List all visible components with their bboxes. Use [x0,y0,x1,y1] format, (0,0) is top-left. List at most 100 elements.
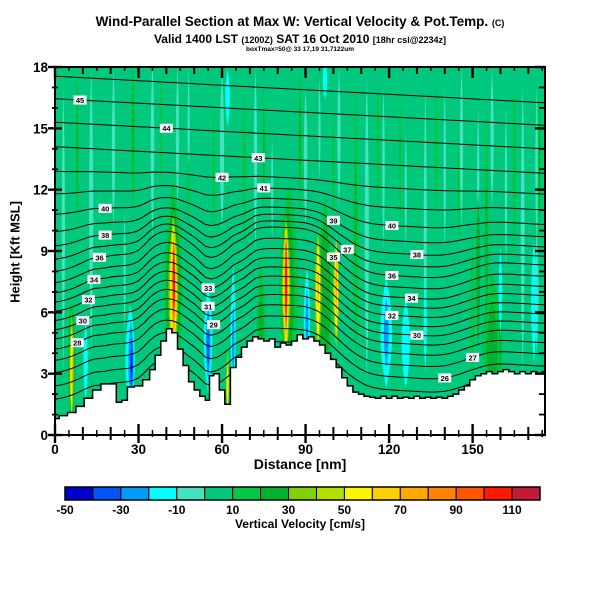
colorbar-tick-label: 90 [449,503,463,517]
velocity-fill-cell [404,128,407,251]
x-axis-title: Distance [nm] [253,456,347,472]
chart-title-main: Wind-Parallel Section at Max W: Vertical… [95,14,489,29]
isentrope-line [55,121,545,150]
colorbar-cell [260,486,290,501]
x-tick-label: 60 [215,442,230,457]
velocity-fill-cell [187,67,190,190]
isentrope-line [55,226,545,279]
colorbar-tick-label: 110 [502,503,522,517]
colorbar-cell [427,486,457,501]
forecast-hour-label: [18hr csl@2234z] [372,35,447,45]
isentrope-label: 40 [388,221,396,230]
colorbar-tick-label: 70 [394,503,408,517]
velocity-fill-cell [498,246,503,337]
velocity-fill-cell [322,67,328,100]
isentrope-label: 36 [388,272,396,281]
isentrope-label: 34 [407,294,416,303]
isentrope-label: 28 [73,339,81,348]
velocity-fill-cell [459,67,464,231]
isentrope-label: 32 [388,311,396,320]
isentrope-label: 30 [413,331,421,340]
colorbar-cell [315,486,345,501]
isentrope-label: 33 [204,284,212,293]
velocity-fill-cell [476,189,481,354]
x-tick-label: 0 [51,442,59,457]
colorbar-cell [176,486,206,501]
colorbar-cell [232,486,262,501]
axis-ticks [48,65,545,443]
velocity-fill-cell [131,355,133,376]
isentrope-line [55,327,545,380]
colorbar-cell [511,486,541,501]
colorbar-cell [92,486,122,501]
velocity-fill-cell [111,67,116,231]
isentrope-label: 29 [210,321,218,330]
velocity-fill-cell [318,77,321,180]
colorbar-cell [371,486,401,501]
velocity-fill-cell [263,107,265,190]
isentrope-labels: 45 44 43 42 41 40 40 39 38 38 37 36 36 35 34 34 33 32 32 31… [70,95,480,383]
isentrope-line [55,146,545,174]
velocity-fill-cell [83,320,88,403]
velocity-fill-cell [299,87,301,190]
colorbar-cell [204,486,234,501]
colorbar: -50 -30 -10 10 30 50 70 90 110 [56,486,541,517]
isentrope-label: 44 [162,124,171,133]
chart-title: Wind-Parallel Section at Max W: Vertical… [0,14,600,29]
y-tick-label: 0 [40,428,48,443]
isentrope-line [55,248,545,300]
colorbar-tick-label: -10 [168,503,186,517]
isentrope-line [55,170,545,195]
y-tick-labels: 0 3 6 9 12 15 18 [33,60,49,443]
colorbar-tick-label: -30 [112,503,130,517]
velocity-fill-cell [71,349,73,403]
velocity-fill-cell [382,87,385,251]
isentrope-label: 31 [204,302,212,311]
isentrope-line [55,75,545,104]
isentrope-label: 40 [101,204,109,213]
velocity-fill-cell [398,87,402,231]
isentrope-label: 35 [329,253,337,262]
x-tick-labels: 0 30 60 90 120 150 [51,442,484,457]
velocity-fill-cell [332,107,335,231]
isentrope-label: 38 [413,251,421,260]
colorbar-tick-label: 50 [338,503,352,517]
isentrope-lines [55,75,545,406]
plot-interior: 45 44 43 42 41 40 40 39 38 38 37 36 36 35 34 34 33 32 32 31… [55,67,545,435]
colorbar-cell [120,486,150,501]
velocity-fill-cell [271,138,274,241]
isentrope-line [55,315,545,367]
velocity-fill-cell [423,271,427,374]
colorbar-tick-label: -50 [56,503,74,517]
colorbar-tick-label: 10 [226,503,240,517]
isentrope-line [55,213,545,256]
velocity-fill-cell [354,148,357,272]
isentrope-line [55,304,545,356]
colorbar-cell [455,486,485,501]
velocity-fill-cell [284,238,288,329]
velocity-fill-cell [485,169,488,333]
valid-time-label: Valid 1400 LST [153,32,238,46]
isentrope-label: 26 [441,374,449,383]
terrain-profile [55,327,545,435]
velocity-fill-cell [123,210,126,333]
colorbar-cell [64,486,94,501]
velocity-fill-cell [504,107,508,272]
y-tick-label: 6 [40,305,48,320]
velocity-fill-cell [434,77,438,221]
colorbar-cell [399,486,429,501]
isentrope-line [55,284,545,337]
isentrope-label: 43 [254,154,262,163]
velocity-fill-cell [364,77,369,384]
x-tick-label: 90 [298,442,313,457]
isentrope-line [55,206,545,244]
isentrope-line [55,266,545,319]
isentrope-line [55,237,545,290]
y-tick-label: 15 [33,121,49,136]
colorbar-tick-label: 30 [282,503,296,517]
isentrope-label: 37 [343,245,351,254]
x-tick-label: 30 [131,442,146,457]
isentrope-label: 34 [90,275,99,284]
isentrope-label: 38 [101,231,109,240]
isentrope-line [55,98,545,126]
